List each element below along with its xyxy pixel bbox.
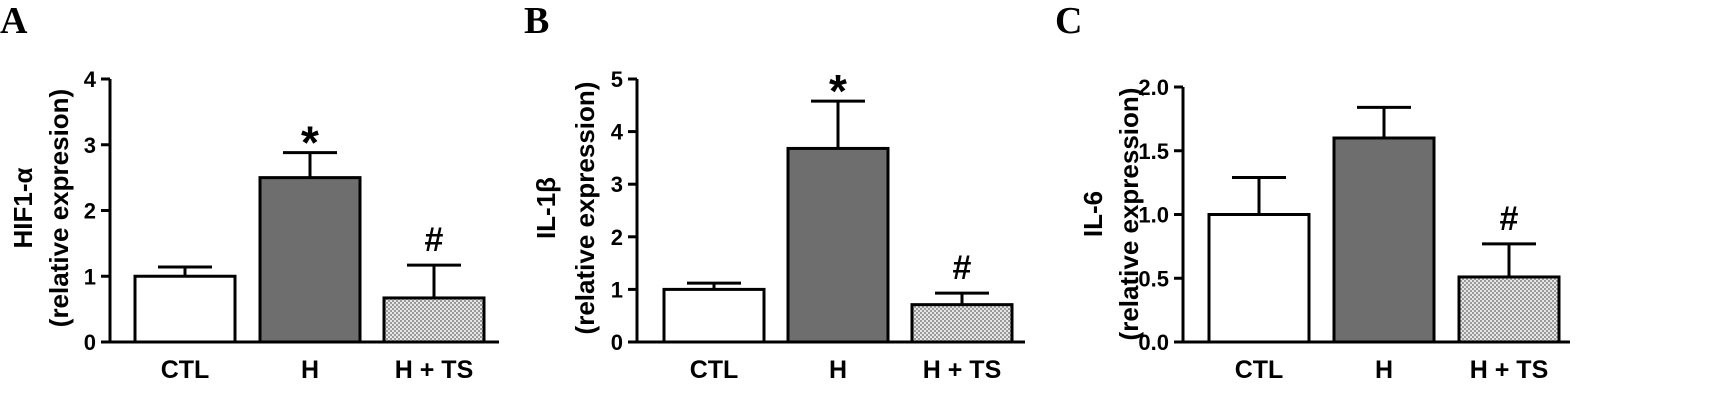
bar-h-ts (382, 296, 486, 344)
significance-asterisk: * (829, 65, 847, 117)
y-tick-label: 2.0 (1138, 75, 1169, 100)
x-category-label: H (301, 356, 319, 384)
x-category-label: H (829, 356, 847, 384)
bar-h (258, 176, 362, 344)
bar-ctl (133, 274, 237, 344)
bar-h-ts (910, 303, 1014, 344)
y-tick-label: 1.5 (1138, 139, 1169, 164)
y-tick-label: 2 (84, 199, 96, 224)
bar-h (1332, 136, 1436, 344)
significance-hash: # (953, 249, 972, 287)
y-tick-label: 1 (84, 264, 96, 289)
y-axis-label: IL-6 (1078, 191, 1108, 237)
significance-hash: # (1500, 200, 1519, 238)
panel-letter: A (0, 0, 28, 42)
bar-ctl (662, 287, 766, 344)
y-tick-label: 3 (611, 172, 623, 197)
x-category-label: H + TS (923, 356, 1002, 384)
x-category-label: H + TS (1470, 356, 1549, 384)
bar-h-ts (1457, 275, 1561, 344)
chart-panel-c: C IL-6 (relative expression)0.0 0.5 1.0 1.5 2.… (1055, 0, 1570, 384)
y-tick-label: 4 (611, 120, 624, 145)
bar-ctl (1207, 213, 1311, 344)
x-category-label: CTL (1235, 356, 1284, 384)
y-tick-label: 3 (84, 133, 96, 158)
y-tick-label: 2 (611, 225, 623, 250)
significance-hash: # (425, 221, 444, 259)
y-tick-label: 4 (84, 67, 97, 92)
panel-letter: B (524, 0, 549, 42)
y-tick-label: 0.0 (1138, 330, 1169, 355)
bar-h (786, 146, 890, 344)
x-category-label: CTL (161, 356, 210, 384)
y-tick-label: 1.0 (1138, 203, 1169, 228)
y-tick-label: 0 (611, 330, 623, 355)
x-category-label: CTL (690, 356, 739, 384)
y-tick-label: 0.5 (1138, 266, 1169, 291)
y-axis-label: IL-1β (531, 177, 561, 239)
significance-asterisk: * (301, 117, 319, 169)
y-tick-label: 0 (84, 330, 96, 355)
y-tick-label: 1 (611, 277, 623, 302)
y-axis-label-units: (relative expresion) (44, 89, 74, 327)
y-axis-label-units: (relative expression) (570, 82, 600, 335)
chart-panel-b: B IL-1β (relative expression) 0 1 2 3 4 5 CTL * H # H… (524, 0, 1025, 384)
y-axis-label: HIF1-α (8, 167, 38, 248)
x-category-label: H (1375, 356, 1393, 384)
x-category-label: H + TS (395, 356, 474, 384)
chart-panel-a: A HIF1-α (relative expresion) 0 1 2 3 4 CTL * H # H … (0, 0, 499, 384)
y-axis-label-units: (relative expression) (1114, 88, 1144, 341)
panel-letter: C (1055, 0, 1082, 42)
y-tick-label: 5 (611, 67, 623, 92)
